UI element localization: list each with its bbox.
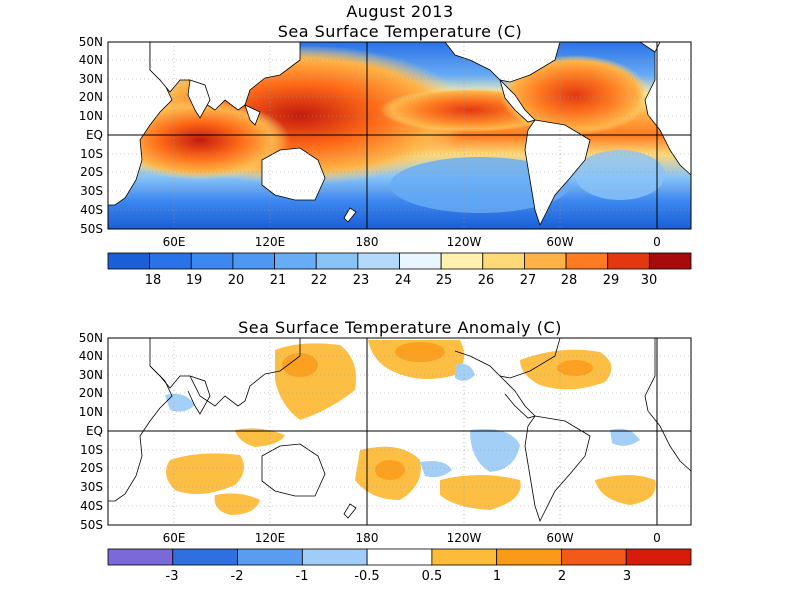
lon-label: 60W (546, 235, 573, 249)
colorbar-swatch (237, 548, 303, 566)
coastline-outlines (108, 338, 691, 523)
lat-label: 10S (80, 443, 103, 457)
lat-label: 50S (80, 222, 103, 236)
colorbar-swatch (172, 548, 238, 566)
colorbar-label: 19 (186, 273, 203, 288)
lon-label: 120E (255, 235, 286, 249)
lat-label: 40S (80, 203, 103, 217)
colorbar-label: -3 (166, 569, 179, 584)
anomaly-lon-labels: 60E 120E 180 120W 60W 0 (163, 531, 661, 545)
colorbar-label: 26 (478, 273, 495, 288)
lat-label: 10N (79, 405, 103, 419)
lat-label: 20N (79, 386, 103, 400)
colorbar-label: 27 (520, 273, 537, 288)
colorbar-label: 1 (493, 569, 501, 584)
colorbar-swatch (565, 252, 609, 270)
colorbar-swatch (232, 252, 275, 270)
anomaly-map: 50N 40N 30N 20N 10N EQ 10S 20S 30S 40S 5… (79, 331, 692, 584)
colorbar-swatch (431, 548, 498, 566)
colorbar-label: -0.5 (354, 569, 379, 584)
lat-label: 40S (80, 499, 103, 513)
colorbar-swatch (399, 252, 442, 270)
colorbar-swatch (190, 252, 234, 270)
lat-label: 50N (79, 331, 103, 345)
lat-label: 40N (79, 53, 103, 67)
lat-label: EQ (86, 128, 103, 142)
anomaly-panel-title: Sea Surface Temperature Anomaly (C) (238, 318, 562, 337)
negative-anomaly-patches (165, 363, 640, 478)
colorbar-label: 25 (436, 273, 453, 288)
sst-lat-labels: 50N 40N 30N 20N 10N EQ 10S 20S 30S 40S 5… (79, 35, 103, 236)
colorbar-swatch (648, 252, 692, 270)
colorbar-swatch (301, 548, 368, 566)
lat-label: 20S (80, 165, 103, 179)
colorbar-swatch (149, 252, 192, 270)
lat-label: EQ (86, 424, 103, 438)
lat-label: 10S (80, 147, 103, 161)
strong-anomaly-patches (282, 342, 593, 480)
sst-colorbar (107, 252, 692, 270)
lon-label: 0 (653, 531, 661, 545)
lon-label: 60W (546, 531, 573, 545)
colorbar-swatch (440, 252, 484, 270)
colorbar-swatch (107, 252, 151, 270)
colorbar-swatch (274, 252, 317, 270)
anomaly-lat-labels: 50N 40N 30N 20N 10N EQ 10S 20S 30S 40S 5… (79, 331, 103, 532)
lat-label: 20S (80, 461, 103, 475)
colorbar-label: -2 (231, 569, 244, 584)
colorbar-swatch (561, 548, 627, 566)
colorbar-label: -1 (296, 569, 309, 584)
colorbar-swatch (524, 252, 567, 270)
colorbar-label: 23 (353, 273, 370, 288)
sst-lon-labels: 60E 120E 180 120W 60W 0 (163, 235, 661, 249)
lon-label: 120W (447, 531, 482, 545)
colorbar-swatch (496, 548, 562, 566)
lat-label: 20N (79, 90, 103, 104)
sst-map: 50N 40N 30N 20N 10N EQ 10S 20S 30S 40S 5… (79, 35, 692, 288)
colorbar-swatch (357, 252, 400, 270)
colorbar-swatch (482, 252, 525, 270)
anomaly-map-frame (107, 337, 692, 526)
sst-panel-title: Sea Surface Temperature (C) (277, 22, 523, 41)
lat-label: 30N (79, 368, 103, 382)
lat-label: 30N (79, 72, 103, 86)
lon-label: 0 (653, 235, 661, 249)
colorbar-label: 2 (558, 569, 566, 584)
colorbar-label: 29 (603, 273, 620, 288)
lon-label: 180 (356, 531, 379, 545)
colorbar-label: 30 (641, 273, 658, 288)
colorbar-swatch (607, 252, 650, 270)
colorbar-label: 20 (228, 273, 245, 288)
lon-label: 120E (255, 531, 286, 545)
lat-label: 50S (80, 518, 103, 532)
lat-label: 50N (79, 35, 103, 49)
sst-map-frame (107, 41, 692, 230)
figure-date-title: August 2013 (346, 2, 454, 21)
lon-label: 180 (356, 235, 379, 249)
lon-label: 60E (163, 235, 186, 249)
lat-label: 10N (79, 109, 103, 123)
colorbar-swatch (366, 548, 433, 566)
anomaly-colorbar (107, 548, 692, 566)
lat-label: 30S (80, 480, 103, 494)
lon-label: 120W (447, 235, 482, 249)
colorbar-swatch (315, 252, 359, 270)
colorbar-label: 18 (145, 273, 162, 288)
colorbar-label: 0.5 (422, 569, 443, 584)
lat-label: 30S (80, 184, 103, 198)
sst-colorbar-labels: 18 19 20 21 22 23 24 25 26 27 28 29 30 (145, 273, 658, 288)
colorbar-swatch (107, 548, 174, 566)
lat-label: 40N (79, 349, 103, 363)
colorbar-swatch (625, 548, 692, 566)
colorbar-label: 3 (623, 569, 631, 584)
colorbar-label: 21 (270, 273, 287, 288)
colorbar-label: 22 (311, 273, 328, 288)
anomaly-colorbar-labels: -3 -2 -1 -0.5 0.5 1 2 3 (166, 569, 632, 584)
colorbar-label: 28 (561, 273, 578, 288)
lon-label: 60E (163, 531, 186, 545)
landmasses (108, 42, 691, 227)
colorbar-label: 24 (395, 273, 412, 288)
